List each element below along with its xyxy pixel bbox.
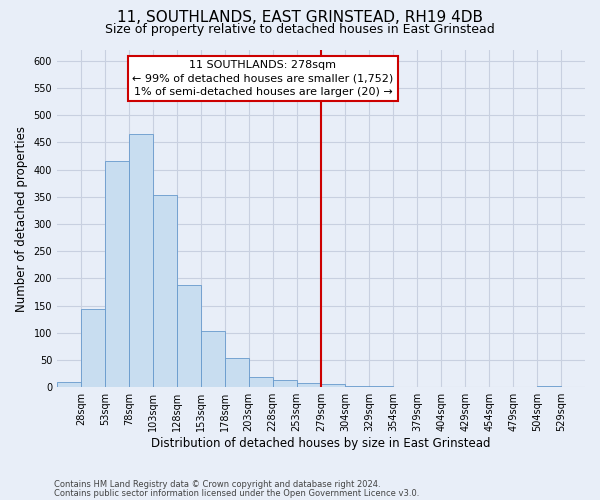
Y-axis label: Number of detached properties: Number of detached properties: [15, 126, 28, 312]
Bar: [346, 386, 370, 387]
X-axis label: Distribution of detached houses by size in East Grinstead: Distribution of detached houses by size …: [151, 437, 491, 450]
Bar: [418, 386, 441, 387]
Text: Size of property relative to detached houses in East Grinstead: Size of property relative to detached ho…: [105, 22, 495, 36]
Text: 11 SOUTHLANDS: 278sqm
← 99% of detached houses are smaller (1,752)
1% of semi-de: 11 SOUTHLANDS: 278sqm ← 99% of detached …: [133, 60, 394, 96]
Text: 11, SOUTHLANDS, EAST GRINSTEAD, RH19 4DB: 11, SOUTHLANDS, EAST GRINSTEAD, RH19 4DB: [117, 10, 483, 25]
Bar: [201, 330, 225, 387]
Bar: [153, 194, 177, 387]
Bar: [370, 386, 394, 387]
Bar: [248, 378, 272, 387]
Bar: [129, 134, 153, 387]
Bar: [394, 386, 418, 387]
Bar: [57, 382, 81, 387]
Bar: [225, 358, 248, 387]
Bar: [322, 384, 346, 387]
Bar: [537, 386, 561, 387]
Text: Contains public sector information licensed under the Open Government Licence v3: Contains public sector information licen…: [54, 488, 419, 498]
Bar: [272, 380, 296, 387]
Text: Contains HM Land Registry data © Crown copyright and database right 2024.: Contains HM Land Registry data © Crown c…: [54, 480, 380, 489]
Bar: [81, 310, 105, 387]
Bar: [105, 162, 129, 387]
Bar: [296, 383, 320, 387]
Bar: [177, 285, 201, 387]
